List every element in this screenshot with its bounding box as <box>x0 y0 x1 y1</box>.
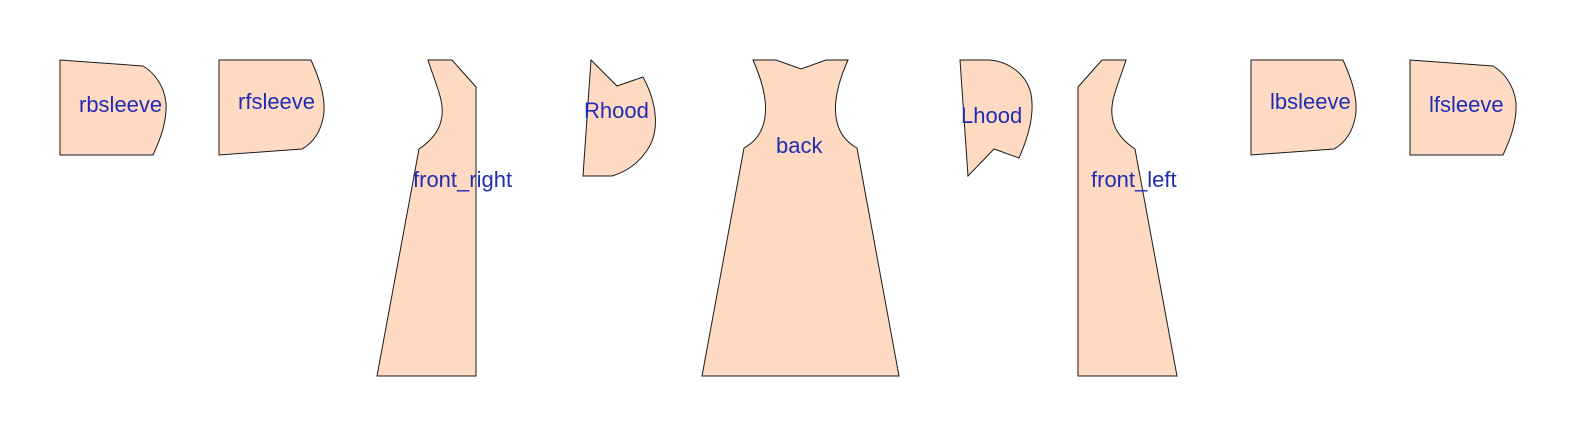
lhood-shape <box>959 59 1033 178</box>
lfsleeve-label: lfsleeve <box>1429 92 1504 117</box>
piece-lfsleeve: lfsleeve <box>1409 59 1517 156</box>
rbsleeve-shape <box>59 59 167 156</box>
piece-front-left: front_left <box>1077 59 1178 377</box>
back-shape <box>701 59 900 377</box>
lfsleeve-shape <box>1409 59 1517 156</box>
back-label: back <box>776 133 823 158</box>
front-left-shape <box>1077 59 1178 377</box>
rhood-shape <box>582 58 656 177</box>
front-right-label: front_right <box>413 167 512 192</box>
front-right-shape <box>376 59 477 377</box>
piece-rfsleeve: rfsleeve <box>218 59 325 156</box>
lbsleeve-label: lbsleeve <box>1270 89 1351 114</box>
piece-front-right: front_right <box>376 59 512 377</box>
rbsleeve-label: rbsleeve <box>79 92 162 117</box>
piece-back: back <box>701 59 900 377</box>
rhood-label: Rhood <box>584 98 649 123</box>
lhood-label: Lhood <box>961 103 1022 128</box>
piece-rbsleeve: rbsleeve <box>59 59 167 156</box>
lbsleeve-shape <box>1250 59 1357 156</box>
piece-rhood: Rhood <box>582 58 656 177</box>
rfsleeve-label: rfsleeve <box>238 89 315 114</box>
piece-lbsleeve: lbsleeve <box>1250 59 1357 156</box>
rfsleeve-shape <box>218 59 325 156</box>
front-left-label: front_left <box>1091 167 1177 192</box>
piece-lhood: Lhood <box>959 59 1033 178</box>
